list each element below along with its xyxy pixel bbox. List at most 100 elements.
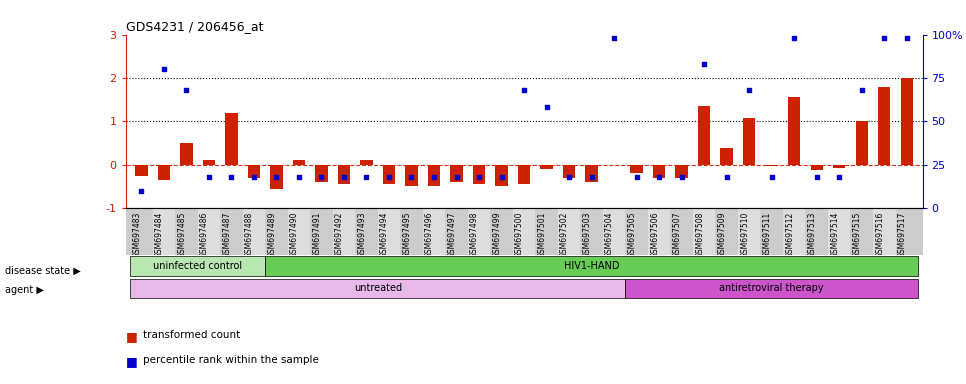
Point bbox=[404, 174, 419, 180]
Text: GSM697488: GSM697488 bbox=[245, 212, 254, 258]
Bar bbox=[648, 208, 670, 255]
Text: GSM697498: GSM697498 bbox=[470, 212, 479, 258]
Point bbox=[494, 174, 509, 180]
Bar bbox=[788, 98, 801, 165]
Text: GSM697515: GSM697515 bbox=[853, 212, 862, 258]
Point bbox=[246, 174, 262, 180]
Point bbox=[179, 87, 194, 93]
Text: disease state ▶: disease state ▶ bbox=[5, 266, 80, 276]
Point bbox=[156, 66, 172, 72]
Text: GSM697485: GSM697485 bbox=[178, 212, 186, 258]
Bar bbox=[338, 165, 350, 184]
Bar bbox=[540, 165, 553, 169]
Text: untreated: untreated bbox=[354, 283, 402, 293]
Bar bbox=[247, 165, 260, 178]
Bar bbox=[535, 208, 557, 255]
Bar bbox=[242, 208, 265, 255]
Bar bbox=[721, 148, 733, 165]
Bar bbox=[315, 165, 327, 182]
Point bbox=[449, 174, 465, 180]
Text: GSM697490: GSM697490 bbox=[290, 212, 298, 258]
Point bbox=[719, 174, 734, 180]
Text: GSM697499: GSM697499 bbox=[493, 212, 501, 258]
Bar bbox=[130, 278, 625, 298]
Point bbox=[876, 35, 892, 41]
Bar bbox=[631, 165, 642, 173]
Bar bbox=[225, 113, 238, 165]
Bar bbox=[895, 208, 918, 255]
Point bbox=[629, 174, 644, 180]
Point bbox=[786, 35, 802, 41]
Point bbox=[854, 87, 869, 93]
Text: GSM697487: GSM697487 bbox=[222, 212, 232, 258]
Bar bbox=[738, 208, 760, 255]
Point bbox=[607, 35, 622, 41]
Point bbox=[742, 87, 757, 93]
Bar bbox=[760, 208, 783, 255]
Text: GSM697491: GSM697491 bbox=[312, 212, 322, 258]
Point bbox=[382, 174, 397, 180]
Bar bbox=[743, 118, 755, 165]
Bar bbox=[423, 208, 445, 255]
Text: GSM697492: GSM697492 bbox=[335, 212, 344, 258]
Point bbox=[201, 174, 216, 180]
Text: agent ▶: agent ▶ bbox=[5, 285, 43, 295]
Bar bbox=[716, 208, 738, 255]
Point bbox=[809, 174, 824, 180]
Bar bbox=[130, 257, 265, 276]
Bar bbox=[310, 208, 332, 255]
Text: GSM697504: GSM697504 bbox=[605, 212, 614, 258]
Text: GSM697512: GSM697512 bbox=[785, 212, 794, 258]
Text: GSM697496: GSM697496 bbox=[425, 212, 434, 258]
Bar bbox=[698, 106, 710, 165]
Point bbox=[516, 87, 531, 93]
Text: GSM697506: GSM697506 bbox=[650, 212, 659, 258]
Bar bbox=[288, 208, 310, 255]
Point bbox=[224, 174, 240, 180]
Bar bbox=[203, 161, 215, 165]
Text: uninfected control: uninfected control bbox=[153, 262, 242, 271]
Bar bbox=[400, 208, 423, 255]
Bar bbox=[675, 165, 688, 178]
Bar bbox=[135, 165, 148, 175]
Bar bbox=[181, 143, 192, 165]
Point bbox=[426, 174, 441, 180]
Bar bbox=[496, 165, 508, 186]
Text: GSM697517: GSM697517 bbox=[897, 212, 907, 258]
Bar bbox=[585, 165, 598, 182]
Text: antiretroviral therapy: antiretroviral therapy bbox=[720, 283, 824, 293]
Point bbox=[764, 174, 780, 180]
Bar bbox=[293, 161, 305, 165]
Bar bbox=[491, 208, 513, 255]
Point bbox=[674, 174, 690, 180]
Point bbox=[561, 174, 577, 180]
Text: GSM697494: GSM697494 bbox=[380, 212, 389, 258]
Bar bbox=[360, 161, 373, 165]
Bar bbox=[833, 165, 845, 168]
Bar bbox=[383, 165, 395, 184]
Bar bbox=[557, 208, 581, 255]
Bar bbox=[828, 208, 850, 255]
Bar bbox=[450, 165, 463, 182]
Point bbox=[291, 174, 306, 180]
Bar bbox=[445, 208, 468, 255]
Text: GSM697508: GSM697508 bbox=[696, 212, 704, 258]
Bar bbox=[265, 257, 918, 276]
Text: GSM697509: GSM697509 bbox=[718, 212, 726, 258]
Bar bbox=[563, 165, 576, 178]
Text: GSM697503: GSM697503 bbox=[582, 212, 591, 258]
Text: GSM697516: GSM697516 bbox=[875, 212, 884, 258]
Bar bbox=[806, 208, 828, 255]
Bar bbox=[175, 208, 198, 255]
Bar bbox=[873, 208, 895, 255]
Text: ■: ■ bbox=[126, 355, 141, 368]
Bar bbox=[220, 208, 242, 255]
Bar bbox=[406, 165, 417, 186]
Text: GSM697513: GSM697513 bbox=[808, 212, 816, 258]
Text: HIV1-HAND: HIV1-HAND bbox=[564, 262, 619, 271]
Point bbox=[651, 174, 667, 180]
Bar bbox=[265, 208, 288, 255]
Text: GSM697483: GSM697483 bbox=[132, 212, 141, 258]
Text: GSM697493: GSM697493 bbox=[357, 212, 366, 258]
Text: GSM697511: GSM697511 bbox=[763, 212, 772, 258]
